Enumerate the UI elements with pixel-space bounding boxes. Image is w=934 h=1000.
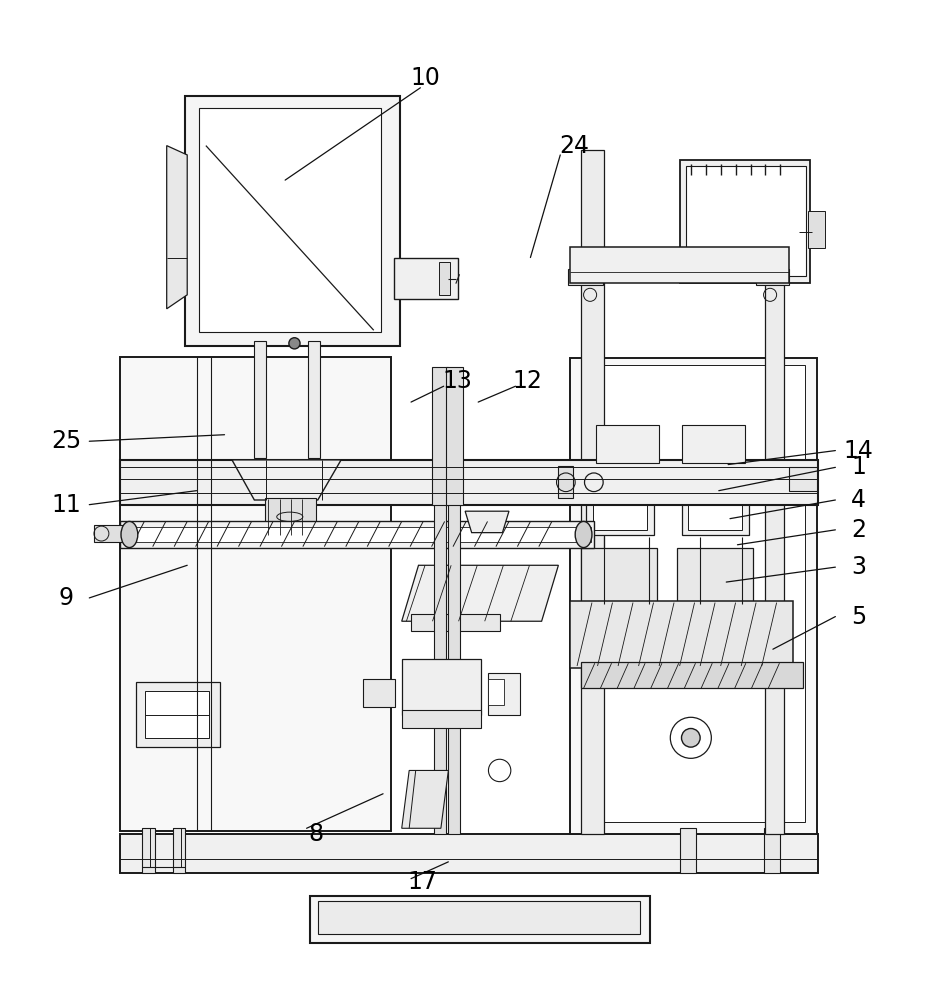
Bar xyxy=(587,472,654,535)
Ellipse shape xyxy=(575,521,592,548)
Bar xyxy=(688,479,743,530)
Bar xyxy=(764,828,781,873)
Bar xyxy=(318,901,640,934)
Bar xyxy=(808,211,825,248)
Bar xyxy=(682,425,745,463)
Bar xyxy=(570,247,788,283)
Bar xyxy=(199,108,381,332)
Bar xyxy=(593,479,647,530)
Bar xyxy=(570,358,816,834)
Text: 24: 24 xyxy=(559,134,589,158)
Bar xyxy=(120,357,390,831)
Bar xyxy=(120,527,591,542)
Bar xyxy=(94,525,125,542)
Circle shape xyxy=(289,338,300,349)
Ellipse shape xyxy=(121,521,138,548)
Bar xyxy=(757,269,788,285)
Text: 11: 11 xyxy=(51,493,81,517)
Text: 9: 9 xyxy=(59,586,74,610)
Text: 2: 2 xyxy=(851,518,866,542)
Bar xyxy=(568,269,603,285)
Bar xyxy=(581,662,802,688)
Bar xyxy=(120,834,817,873)
Bar xyxy=(434,489,446,834)
Bar xyxy=(143,828,154,873)
Polygon shape xyxy=(465,511,509,533)
Bar xyxy=(394,258,458,299)
Text: 5: 5 xyxy=(851,605,867,629)
Bar xyxy=(596,425,659,463)
Bar xyxy=(677,548,754,604)
Text: 14: 14 xyxy=(843,439,873,463)
Bar xyxy=(766,284,784,834)
Bar xyxy=(402,659,481,715)
Text: 8: 8 xyxy=(308,822,323,846)
Bar xyxy=(559,466,573,498)
Bar xyxy=(682,472,749,535)
Bar xyxy=(686,166,805,276)
Bar xyxy=(680,160,810,283)
Bar xyxy=(120,521,594,548)
Bar xyxy=(581,150,604,834)
Bar xyxy=(362,679,395,707)
Bar xyxy=(581,365,804,822)
Bar xyxy=(680,828,697,873)
Bar xyxy=(120,460,817,505)
Bar xyxy=(488,673,520,715)
Bar xyxy=(136,682,219,747)
Bar xyxy=(488,679,504,705)
Bar xyxy=(581,548,658,604)
Text: 1: 1 xyxy=(851,455,866,479)
Polygon shape xyxy=(402,565,559,621)
Bar xyxy=(264,498,316,535)
Polygon shape xyxy=(402,770,448,828)
Bar xyxy=(254,341,265,458)
Text: 17: 17 xyxy=(407,870,437,894)
Polygon shape xyxy=(166,146,187,309)
Bar xyxy=(448,489,460,834)
Bar xyxy=(308,341,319,458)
Bar xyxy=(439,262,450,295)
Bar xyxy=(173,828,185,873)
Bar xyxy=(411,614,500,631)
Bar xyxy=(446,367,463,505)
Text: 4: 4 xyxy=(851,488,866,512)
Polygon shape xyxy=(232,460,341,500)
Bar xyxy=(402,710,481,728)
Text: 13: 13 xyxy=(443,369,473,393)
Circle shape xyxy=(682,728,700,747)
Text: 25: 25 xyxy=(50,429,81,453)
Bar xyxy=(432,367,448,505)
Text: 12: 12 xyxy=(513,369,543,393)
Bar xyxy=(788,467,816,491)
Text: 3: 3 xyxy=(851,555,866,579)
Bar xyxy=(310,896,650,943)
Bar xyxy=(570,601,793,668)
Bar xyxy=(146,691,208,738)
Bar xyxy=(185,96,400,346)
Text: 10: 10 xyxy=(410,66,440,90)
